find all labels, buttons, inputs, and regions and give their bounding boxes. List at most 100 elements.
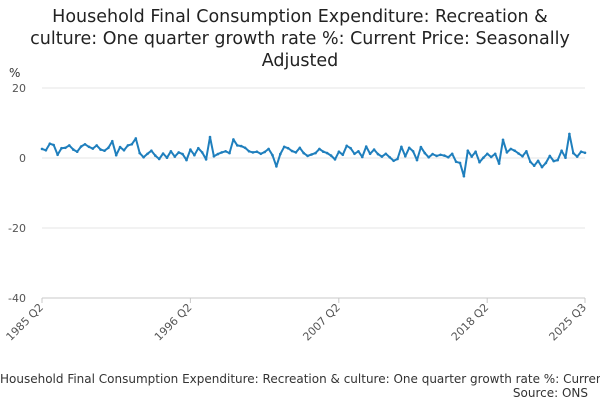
data-point	[556, 158, 559, 162]
data-point	[56, 153, 59, 157]
data-point	[259, 152, 263, 156]
data-point	[513, 149, 516, 152]
data-point	[232, 138, 235, 141]
data-point	[486, 152, 489, 156]
data-point	[505, 151, 509, 154]
data-point	[544, 161, 548, 165]
series-points	[40, 132, 587, 178]
y-tick-label: 20	[12, 82, 26, 95]
data-point	[200, 151, 204, 154]
data-point	[407, 146, 411, 150]
data-point	[497, 162, 501, 165]
data-point	[138, 151, 141, 155]
data-point	[540, 165, 544, 169]
data-point	[536, 159, 540, 163]
data-point	[239, 144, 243, 148]
data-point	[122, 149, 126, 152]
data-point	[99, 148, 102, 151]
data-point	[294, 151, 298, 154]
data-point	[271, 153, 274, 157]
data-point	[560, 149, 563, 152]
data-point	[427, 156, 431, 159]
data-point	[579, 150, 583, 153]
data-point	[204, 158, 208, 161]
data-point	[466, 149, 470, 152]
data-point	[224, 150, 227, 153]
data-point	[181, 152, 184, 156]
data-point	[501, 138, 505, 142]
data-point	[431, 152, 434, 156]
data-point	[220, 151, 223, 154]
data-point	[130, 143, 134, 146]
data-point	[134, 137, 138, 140]
data-point	[489, 155, 493, 159]
data-point	[290, 149, 294, 153]
data-point	[267, 147, 270, 151]
data-point	[532, 164, 536, 167]
data-point	[411, 150, 415, 153]
data-point	[396, 157, 399, 161]
data-point	[392, 159, 395, 163]
x-tick-label: 1996 Q2	[152, 301, 195, 344]
data-point	[439, 153, 442, 157]
data-point	[60, 146, 63, 150]
data-point	[322, 150, 325, 153]
data-point	[165, 156, 169, 159]
data-point	[298, 146, 302, 150]
data-point	[208, 135, 212, 139]
data-point	[521, 155, 524, 158]
x-tick-label: 2025 Q3	[547, 301, 590, 344]
data-point	[64, 146, 67, 150]
y-tick-label: -40	[8, 292, 26, 305]
data-point	[173, 155, 177, 158]
data-point	[157, 157, 161, 161]
data-point	[572, 151, 575, 155]
data-point	[177, 151, 180, 154]
data-point	[478, 160, 481, 164]
x-tick-label: 2018 Q2	[449, 301, 492, 344]
data-point	[79, 145, 83, 148]
y-tick-label: -20	[8, 222, 26, 235]
data-point	[337, 150, 341, 153]
data-point	[103, 149, 106, 152]
data-point	[529, 160, 532, 164]
data-point	[353, 152, 356, 156]
data-point	[150, 149, 153, 152]
data-point	[286, 146, 290, 150]
data-point	[376, 152, 380, 156]
data-point	[118, 145, 122, 149]
data-point	[52, 143, 55, 147]
data-point	[302, 151, 306, 155]
data-point	[44, 149, 48, 152]
data-point	[126, 144, 130, 147]
data-point	[314, 151, 317, 155]
y-tick-label: 0	[19, 152, 26, 165]
data-point	[263, 150, 267, 154]
data-point	[325, 151, 329, 155]
data-point	[349, 146, 352, 150]
data-point	[357, 150, 360, 153]
data-point	[415, 158, 419, 162]
chart-title: Household Final Consumption Expenditure:…	[30, 7, 570, 71]
data-point	[251, 151, 255, 154]
data-point	[48, 142, 52, 145]
data-point	[255, 150, 259, 153]
data-point	[564, 156, 567, 159]
data-point	[275, 165, 278, 168]
data-point	[423, 151, 427, 155]
data-point	[318, 147, 321, 151]
data-point	[154, 154, 157, 157]
data-point	[345, 144, 349, 148]
data-point	[247, 150, 251, 153]
data-point	[474, 150, 477, 153]
data-point	[568, 132, 571, 136]
data-point	[185, 158, 188, 162]
data-point	[310, 153, 313, 156]
data-point	[454, 160, 458, 164]
data-point	[458, 161, 462, 165]
data-point	[111, 139, 114, 143]
data-point	[419, 145, 423, 149]
data-point	[197, 146, 200, 150]
data-point	[384, 152, 388, 156]
